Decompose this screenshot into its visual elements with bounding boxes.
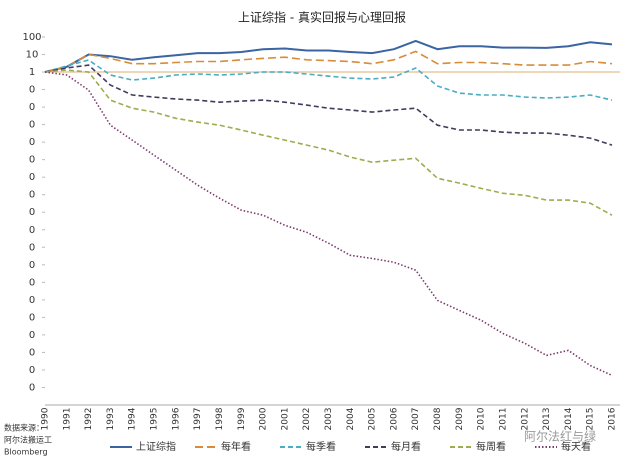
y-tick-label: 0 bbox=[29, 120, 35, 131]
watermark: 阿尔法红与绿 bbox=[524, 429, 596, 444]
y-tick-label: 0 bbox=[29, 85, 35, 96]
series-line bbox=[44, 64, 613, 146]
x-tick-label: 2011 bbox=[498, 408, 508, 431]
x-tick-label: 2013 bbox=[542, 408, 552, 431]
source-label: 数据来源： bbox=[4, 423, 44, 433]
x-tick-label: 1994 bbox=[128, 407, 138, 430]
x-tick-label: 2002 bbox=[302, 408, 312, 431]
y-tick-label: 0 bbox=[29, 277, 35, 288]
y-tick-label: 0 bbox=[29, 190, 35, 201]
x-tick-label: 2007 bbox=[411, 408, 421, 431]
legend-label: 每天看 bbox=[561, 440, 591, 453]
x-tick-label: 2006 bbox=[389, 407, 399, 430]
x-tick-label: 2000 bbox=[259, 407, 269, 430]
y-tick-label: 0 bbox=[29, 260, 35, 271]
y-tick-label: 0 bbox=[29, 382, 35, 393]
series-line bbox=[44, 50, 613, 73]
y-tick-label: 0 bbox=[29, 330, 35, 341]
y-tick-label: 0 bbox=[29, 137, 35, 148]
x-tick-label: 2003 bbox=[324, 408, 334, 431]
y-tick-label: 1 bbox=[29, 67, 35, 78]
x-tick-label: 2016 bbox=[608, 407, 618, 430]
y-tick-label: 0 bbox=[29, 207, 35, 218]
legend-label: 每月看 bbox=[391, 440, 421, 453]
chart-title: 上证综指 - 真实回报与心理回报 bbox=[238, 10, 406, 25]
y-tick-label: 0 bbox=[29, 225, 35, 236]
y-tick-label: 0 bbox=[29, 172, 35, 183]
y-tick-label: 0 bbox=[29, 155, 35, 166]
source-label: 阿尔法搬运工 bbox=[4, 435, 52, 445]
y-tick-label: 0 bbox=[29, 347, 35, 358]
x-tick-label: 2012 bbox=[520, 408, 530, 431]
x-tick-label: 2014 bbox=[564, 407, 574, 430]
x-tick-label: 1996 bbox=[171, 407, 181, 430]
x-tick-label: 2004 bbox=[346, 407, 356, 430]
legend-label: 每周看 bbox=[476, 440, 506, 453]
x-tick-label: 1993 bbox=[106, 408, 116, 431]
x-tick-label: 2009 bbox=[455, 407, 465, 430]
y-tick-label: 0 bbox=[29, 102, 35, 113]
series-line bbox=[44, 59, 613, 101]
y-tick-label: 0 bbox=[29, 242, 35, 253]
legend-label: 上证综指 bbox=[136, 440, 176, 453]
y-tick-label: 0 bbox=[29, 295, 35, 306]
x-tick-label: 2008 bbox=[433, 407, 443, 430]
x-tick-label: 2001 bbox=[280, 408, 290, 431]
x-tick-label: 1991 bbox=[62, 408, 72, 431]
x-tick-label: 2010 bbox=[477, 407, 487, 430]
y-tick-label: 100 bbox=[22, 32, 41, 43]
legend-label: 每季看 bbox=[306, 440, 336, 453]
source-label: Bloomberg bbox=[4, 448, 48, 457]
series-line bbox=[44, 71, 613, 377]
x-tick-label: 1997 bbox=[193, 408, 203, 431]
x-tick-label: 1992 bbox=[84, 408, 94, 431]
x-tick-label: 1998 bbox=[215, 407, 225, 430]
x-tick-label: 2005 bbox=[368, 408, 378, 431]
series-line bbox=[44, 39, 613, 73]
x-tick-label: 2015 bbox=[586, 408, 596, 431]
x-tick-label: 1995 bbox=[150, 408, 160, 431]
y-tick-label: 0 bbox=[29, 312, 35, 323]
y-tick-label: 10 bbox=[26, 50, 39, 61]
legend-label: 每年看 bbox=[221, 440, 251, 453]
y-tick-label: 0 bbox=[29, 365, 35, 376]
x-tick-label: 1999 bbox=[237, 407, 247, 430]
x-tick-label: 1990 bbox=[41, 407, 51, 430]
